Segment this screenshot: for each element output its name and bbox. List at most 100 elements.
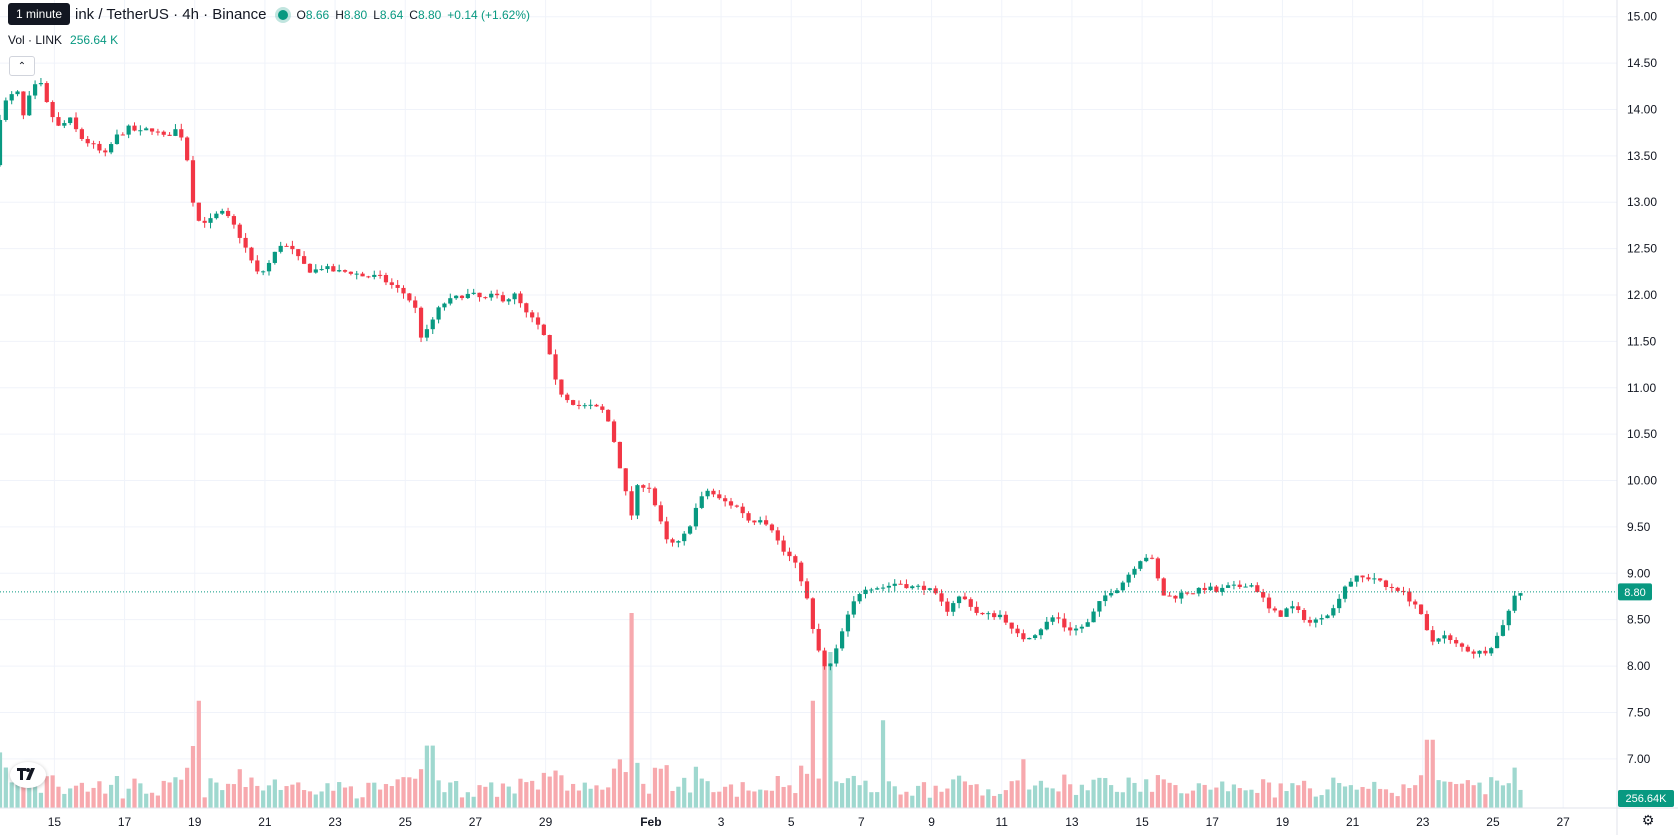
volume-bar xyxy=(1237,788,1242,808)
price-axis[interactable]: 15.00 14.50 14.00 13.50 13.00 12.50 12.00 11.50… xyxy=(1627,10,1657,766)
candle-body xyxy=(73,117,79,130)
volume-bar xyxy=(594,785,599,808)
volume-bar xyxy=(1290,783,1295,808)
volume-bar xyxy=(471,796,476,808)
chart-grid xyxy=(0,0,1617,808)
volume-bar xyxy=(828,652,833,808)
volume-bar xyxy=(255,785,260,808)
volume-bar xyxy=(997,793,1003,808)
candle-body xyxy=(62,123,67,126)
volume-bar xyxy=(489,782,494,808)
candle-body xyxy=(167,134,172,136)
symbol-legend[interactable]: ink / TetherUS · 4h · Binance O8.66 H8.8… xyxy=(8,6,530,23)
volume-bar xyxy=(1301,780,1307,808)
candle-body xyxy=(1407,591,1412,602)
candle-body xyxy=(337,270,342,272)
candle-body xyxy=(1284,608,1289,617)
volume-bar xyxy=(1144,779,1149,808)
candle-body xyxy=(570,400,576,405)
volume-bar xyxy=(1442,781,1447,808)
candle-body xyxy=(483,297,488,299)
price-tick-label: 12.50 xyxy=(1627,242,1657,256)
time-tick-label: 13 xyxy=(1065,815,1079,829)
candle-body xyxy=(986,613,991,615)
volume-bar xyxy=(1413,785,1418,808)
candle-body xyxy=(1050,617,1055,622)
volume-bar xyxy=(266,785,272,808)
candle-body xyxy=(641,485,646,488)
volume-bar xyxy=(758,789,763,808)
candle-body xyxy=(1296,606,1301,610)
volume-bar xyxy=(904,791,909,808)
price-tick-label: 11.50 xyxy=(1627,334,1656,348)
volume-bar xyxy=(1138,791,1143,808)
volume-bar xyxy=(810,700,815,808)
candle-body xyxy=(465,293,470,299)
price-tick-label: 13.50 xyxy=(1627,149,1657,163)
volume-bar xyxy=(1378,788,1383,808)
price-tick-label: 10.50 xyxy=(1627,427,1657,441)
volume-bar xyxy=(261,790,266,808)
candle-body xyxy=(600,406,605,410)
volume-bar xyxy=(407,777,412,808)
volume-bar xyxy=(1459,783,1465,808)
volume-bar xyxy=(1225,791,1231,808)
candle-body xyxy=(1097,601,1102,612)
time-axis[interactable]: 15 17 19 21 23 25 27 29 Feb 3 5 7 9 11 13 15 17 19 21 23 25 2… xyxy=(48,815,1570,829)
candle-body xyxy=(1220,587,1225,592)
settings-gear-icon[interactable]: ⚙ xyxy=(1641,812,1655,828)
volume-bar xyxy=(565,790,570,808)
candle-body xyxy=(1331,608,1336,616)
volume-bar xyxy=(1179,793,1184,808)
market-status-dot xyxy=(278,9,289,20)
collapse-legend-button[interactable]: ⌃ xyxy=(9,56,35,76)
candle-body xyxy=(50,102,55,118)
volume-bar xyxy=(430,745,435,808)
volume-bar xyxy=(746,790,751,808)
volume-bar xyxy=(1319,795,1324,808)
candle-body xyxy=(290,245,295,250)
candle-body xyxy=(1196,587,1201,594)
tradingview-logo-icon[interactable] xyxy=(10,762,46,788)
volume-bar xyxy=(799,765,804,808)
volume-bar xyxy=(114,776,120,808)
volume-bar xyxy=(822,652,827,808)
time-tick-label: 7 xyxy=(858,815,865,829)
volume-bar xyxy=(892,786,897,808)
time-tick-label: 19 xyxy=(1276,815,1290,829)
volume-bar xyxy=(1149,791,1155,808)
volume-bar xyxy=(56,786,61,808)
candle-body xyxy=(974,606,979,613)
volume-bar xyxy=(1255,792,1260,808)
candle-body xyxy=(1348,581,1353,587)
candle-body xyxy=(945,601,950,612)
candle-body xyxy=(1202,587,1207,591)
candle-body xyxy=(804,581,810,599)
volume-bar xyxy=(1366,788,1371,808)
volume-bar xyxy=(278,789,283,808)
volume-bar xyxy=(869,792,874,808)
volume-legend[interactable]: Vol · LINK 256.64 K xyxy=(8,33,118,47)
volume-bar xyxy=(38,792,44,808)
candle-body xyxy=(693,507,699,527)
candle-body xyxy=(237,224,242,238)
volume-bar xyxy=(1097,777,1102,808)
high-label: H xyxy=(335,7,344,22)
candle-body xyxy=(781,540,786,552)
price-tick-label: 14.00 xyxy=(1627,102,1657,116)
volume-bar xyxy=(676,786,681,808)
symbol-title[interactable]: ink / TetherUS · 4h · Binance xyxy=(75,6,267,23)
volume-bar xyxy=(284,786,289,808)
low-label: L xyxy=(373,7,380,22)
volume-bar xyxy=(44,776,49,808)
candle-body xyxy=(541,324,546,336)
volume-bar xyxy=(763,790,769,808)
volume-bar xyxy=(477,785,482,808)
volume-bar xyxy=(1196,783,1201,808)
volume-bar xyxy=(658,768,663,808)
candle-body xyxy=(378,274,383,276)
candle-body xyxy=(301,256,307,264)
candle-body xyxy=(3,100,8,120)
volume-bar xyxy=(1155,775,1160,808)
